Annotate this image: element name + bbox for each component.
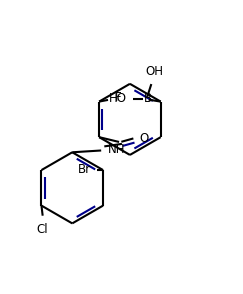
Text: F: F [115,91,122,104]
Text: Cl: Cl [37,223,48,236]
Text: NH: NH [107,143,125,156]
Text: O: O [139,132,148,145]
Text: B: B [144,92,152,106]
Text: HO: HO [109,92,127,106]
Text: OH: OH [146,65,164,78]
Text: Br: Br [78,163,91,176]
